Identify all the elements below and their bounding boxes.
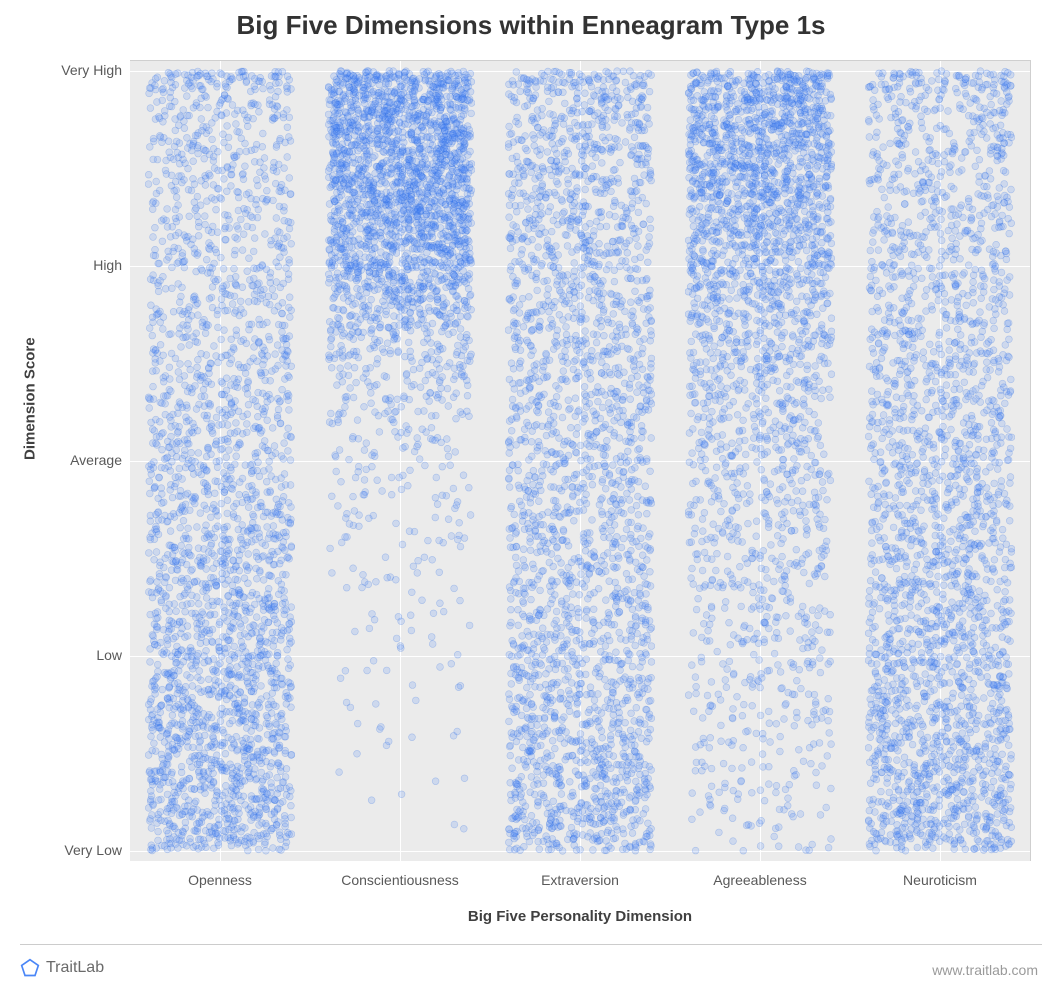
x-tick-label: Conscientiousness xyxy=(341,872,459,888)
strip-extraversion xyxy=(505,61,655,861)
y-axis-title: Dimension Score xyxy=(22,337,39,460)
x-tick-label: Openness xyxy=(188,872,252,888)
x-tick-label: Extraversion xyxy=(541,872,619,888)
pentagon-icon xyxy=(20,958,40,978)
source-url: www.traitlab.com xyxy=(932,962,1038,978)
x-tick-label: Agreeableness xyxy=(713,872,806,888)
plot-area xyxy=(130,60,1031,861)
chart-title: Big Five Dimensions within Enneagram Typ… xyxy=(0,10,1062,41)
strip-neuroticism xyxy=(865,61,1015,861)
footer-divider xyxy=(20,944,1042,945)
y-tick-label: Low xyxy=(12,647,122,663)
brand-text: TraitLab xyxy=(46,959,104,977)
y-tick-label: High xyxy=(12,257,122,273)
x-axis-title: Big Five Personality Dimension xyxy=(130,908,1030,925)
x-tick-label: Neuroticism xyxy=(903,872,977,888)
y-tick-label: Very Low xyxy=(12,842,122,858)
strip-conscientiousness xyxy=(325,61,475,861)
brand-logo: TraitLab xyxy=(20,958,104,978)
y-tick-label: Very High xyxy=(12,62,122,78)
strip-openness xyxy=(145,61,295,861)
chart-container: Big Five Dimensions within Enneagram Typ… xyxy=(0,0,1062,1000)
strip-agreeableness xyxy=(685,61,835,861)
